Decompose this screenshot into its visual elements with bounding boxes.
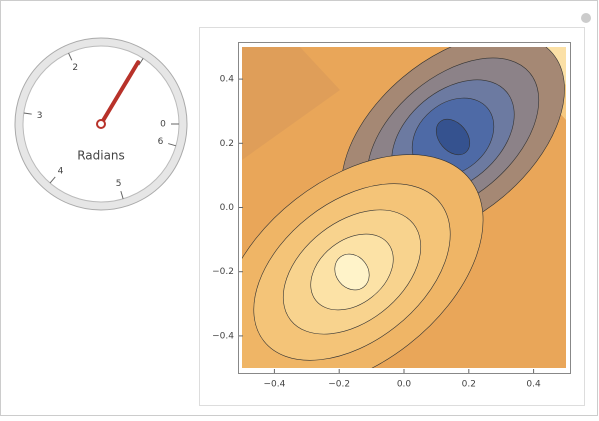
x-tick-label: 0.4 — [526, 380, 541, 390]
gauge: 0 2 3 4 5 6 — [23, 52, 179, 199]
gauge-tick-label: 5 — [116, 179, 122, 189]
y-tick-label: −0.2 — [212, 267, 234, 277]
y-tick-label: 0.0 — [220, 203, 235, 213]
gauge-tick — [120, 190, 124, 199]
x-tick-label: −0.2 — [328, 380, 350, 390]
gauge-tick-label: 2 — [72, 63, 78, 73]
gauge-hub — [96, 119, 106, 129]
gauge-tick-label: 3 — [37, 111, 43, 121]
contour-plot — [242, 47, 566, 368]
gauge-tick-label: 0 — [160, 120, 166, 130]
x-tick-label: 0.0 — [397, 380, 412, 390]
gauge-tick-label: 6 — [158, 137, 164, 147]
x-tick-label: 0.2 — [462, 380, 476, 390]
gauge-tick — [49, 176, 56, 184]
gauge-tick — [23, 112, 32, 115]
y-tick-label: −0.4 — [212, 331, 234, 341]
y-tick-label: 0.2 — [220, 139, 234, 149]
y-tick-label: 0.4 — [220, 75, 235, 85]
add-button[interactable] — [581, 13, 591, 23]
x-tick-label: −0.4 — [263, 380, 285, 390]
gauge-tick-label: 4 — [58, 166, 64, 176]
gauge-label: Radians — [77, 149, 125, 163]
gauge-tick — [168, 143, 177, 147]
gauge-tick — [138, 58, 144, 66]
gauge-tick — [68, 52, 73, 61]
plot-axes-frame — [238, 42, 571, 374]
gauge-needle — [99, 60, 141, 126]
